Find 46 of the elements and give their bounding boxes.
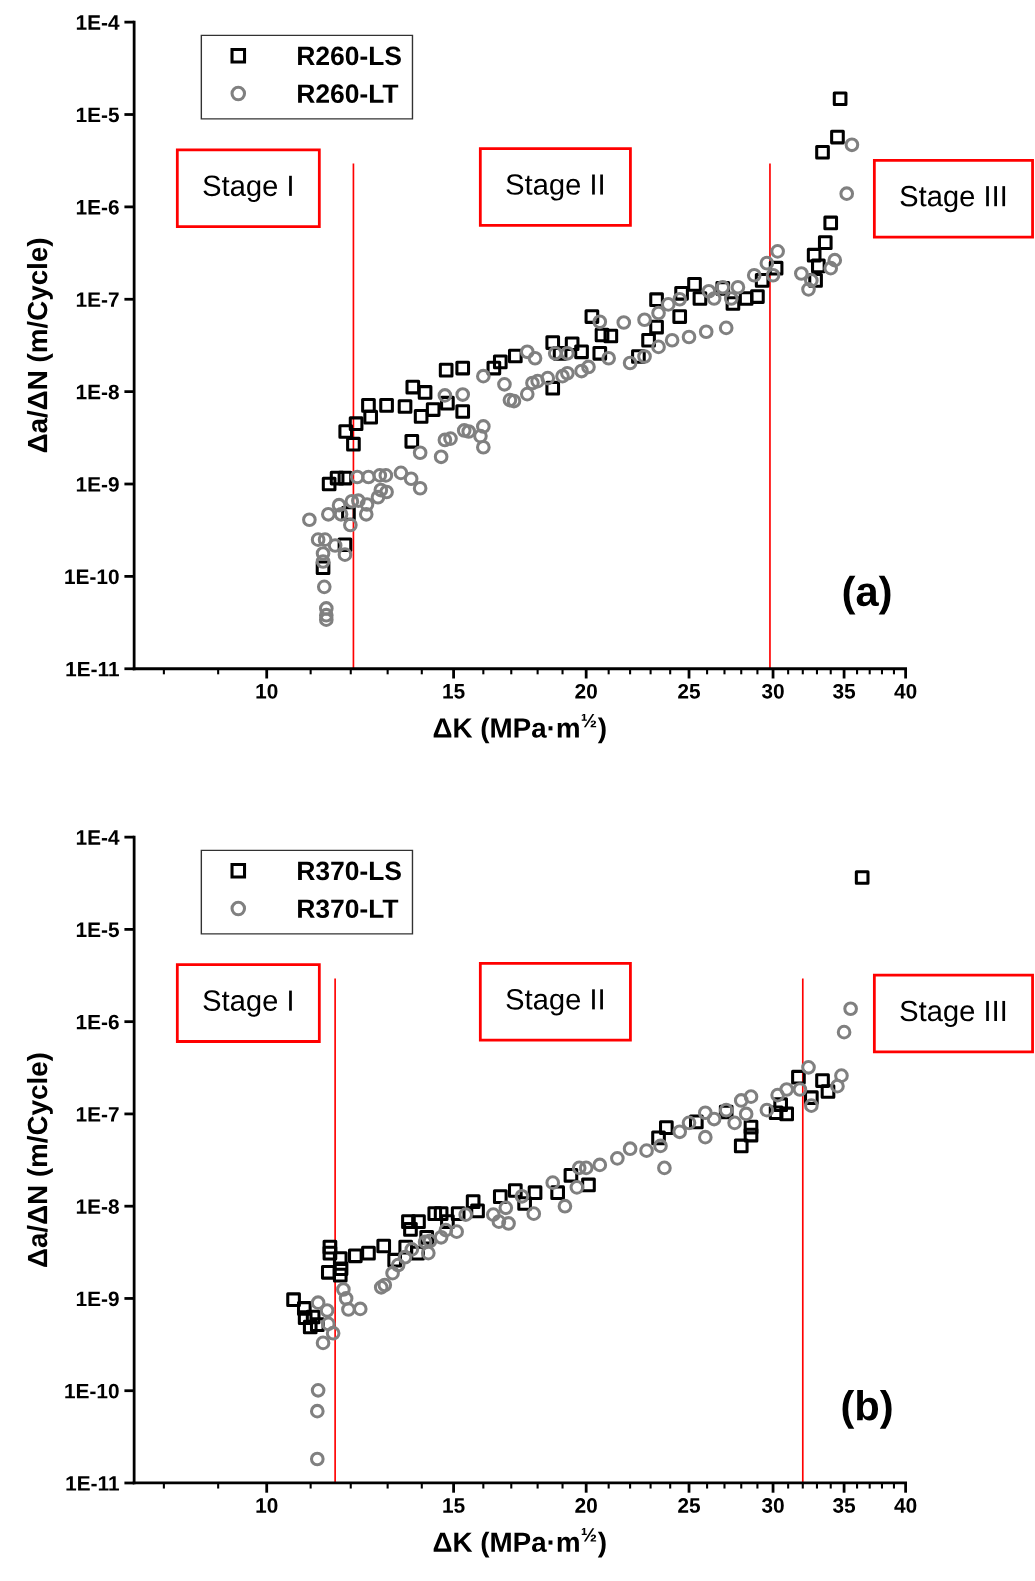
x-axis-title: ΔK (MPa·m$^{½}$) (433, 1528, 606, 1558)
legend-label: R260-LS (298, 46, 401, 66)
x-tick-label: 25 (678, 1498, 701, 1513)
x-tick-label: 40 (894, 683, 917, 699)
y-tick-label: 1E-8 (76, 384, 119, 400)
y-tick-label: 1E-6 (76, 1014, 119, 1030)
y-tick-label: 1E-5 (76, 922, 119, 938)
x-tick-label: 40 (894, 1498, 917, 1513)
annotation: (a) (843, 575, 891, 615)
y-tick-label: 1E-4 (76, 15, 120, 30)
y-tick-label: 1E-7 (76, 1107, 119, 1122)
y-tick-label: 1E-6 (76, 199, 119, 215)
annotation: Stage I (203, 990, 292, 1017)
annotation: Stage II (506, 174, 603, 201)
x-tick-label: 10 (256, 1498, 278, 1513)
annotation: (b) (842, 1389, 892, 1429)
x-tick-label: 15 (443, 684, 465, 699)
x-tick-label: 35 (832, 683, 856, 699)
x-tick-label: 20 (575, 1498, 597, 1513)
y-tick-label: 1E-7 (76, 292, 119, 307)
y-tick-label: 1E-11 (66, 661, 119, 677)
annotation: Stage III (900, 1000, 1006, 1028)
x-tick-label: 30 (761, 1498, 784, 1513)
x-tick-label: 35 (832, 1498, 856, 1513)
y-tick-label: 1E-9 (76, 477, 119, 492)
y-tick-label: 1E-10 (65, 569, 119, 585)
annotation: Stage II (506, 989, 603, 1016)
y-tick-label: 1E-4 (76, 830, 120, 845)
annotation: Stage III (900, 185, 1006, 213)
y-tick-label: 1E-8 (76, 1199, 119, 1214)
x-axis-title: ΔK (MPa·m$^{½}$) (433, 713, 606, 744)
y-tick-label: 1E-11 (66, 1476, 119, 1491)
x-tick-label: 30 (761, 683, 784, 699)
x-tick-label: 10 (256, 683, 278, 699)
y-axis-title: Δa/ΔN (m/Cycle) (26, 1053, 53, 1267)
legend-label: R370-LS (298, 861, 401, 881)
legend-label: R370-LT (298, 899, 399, 919)
annotation: Stage I (203, 175, 292, 202)
y-tick-label: 1E-5 (76, 107, 119, 123)
x-tick-label: 20 (575, 683, 597, 699)
legend-label: R260-LT (298, 84, 399, 104)
y-tick-label: 1E-10 (65, 1383, 119, 1399)
y-tick-label: 1E-9 (76, 1291, 119, 1307)
x-tick-label: 15 (443, 1498, 465, 1513)
x-tick-label: 25 (678, 683, 701, 699)
y-axis-title: Δa/ΔN (m/Cycle) (26, 238, 53, 453)
